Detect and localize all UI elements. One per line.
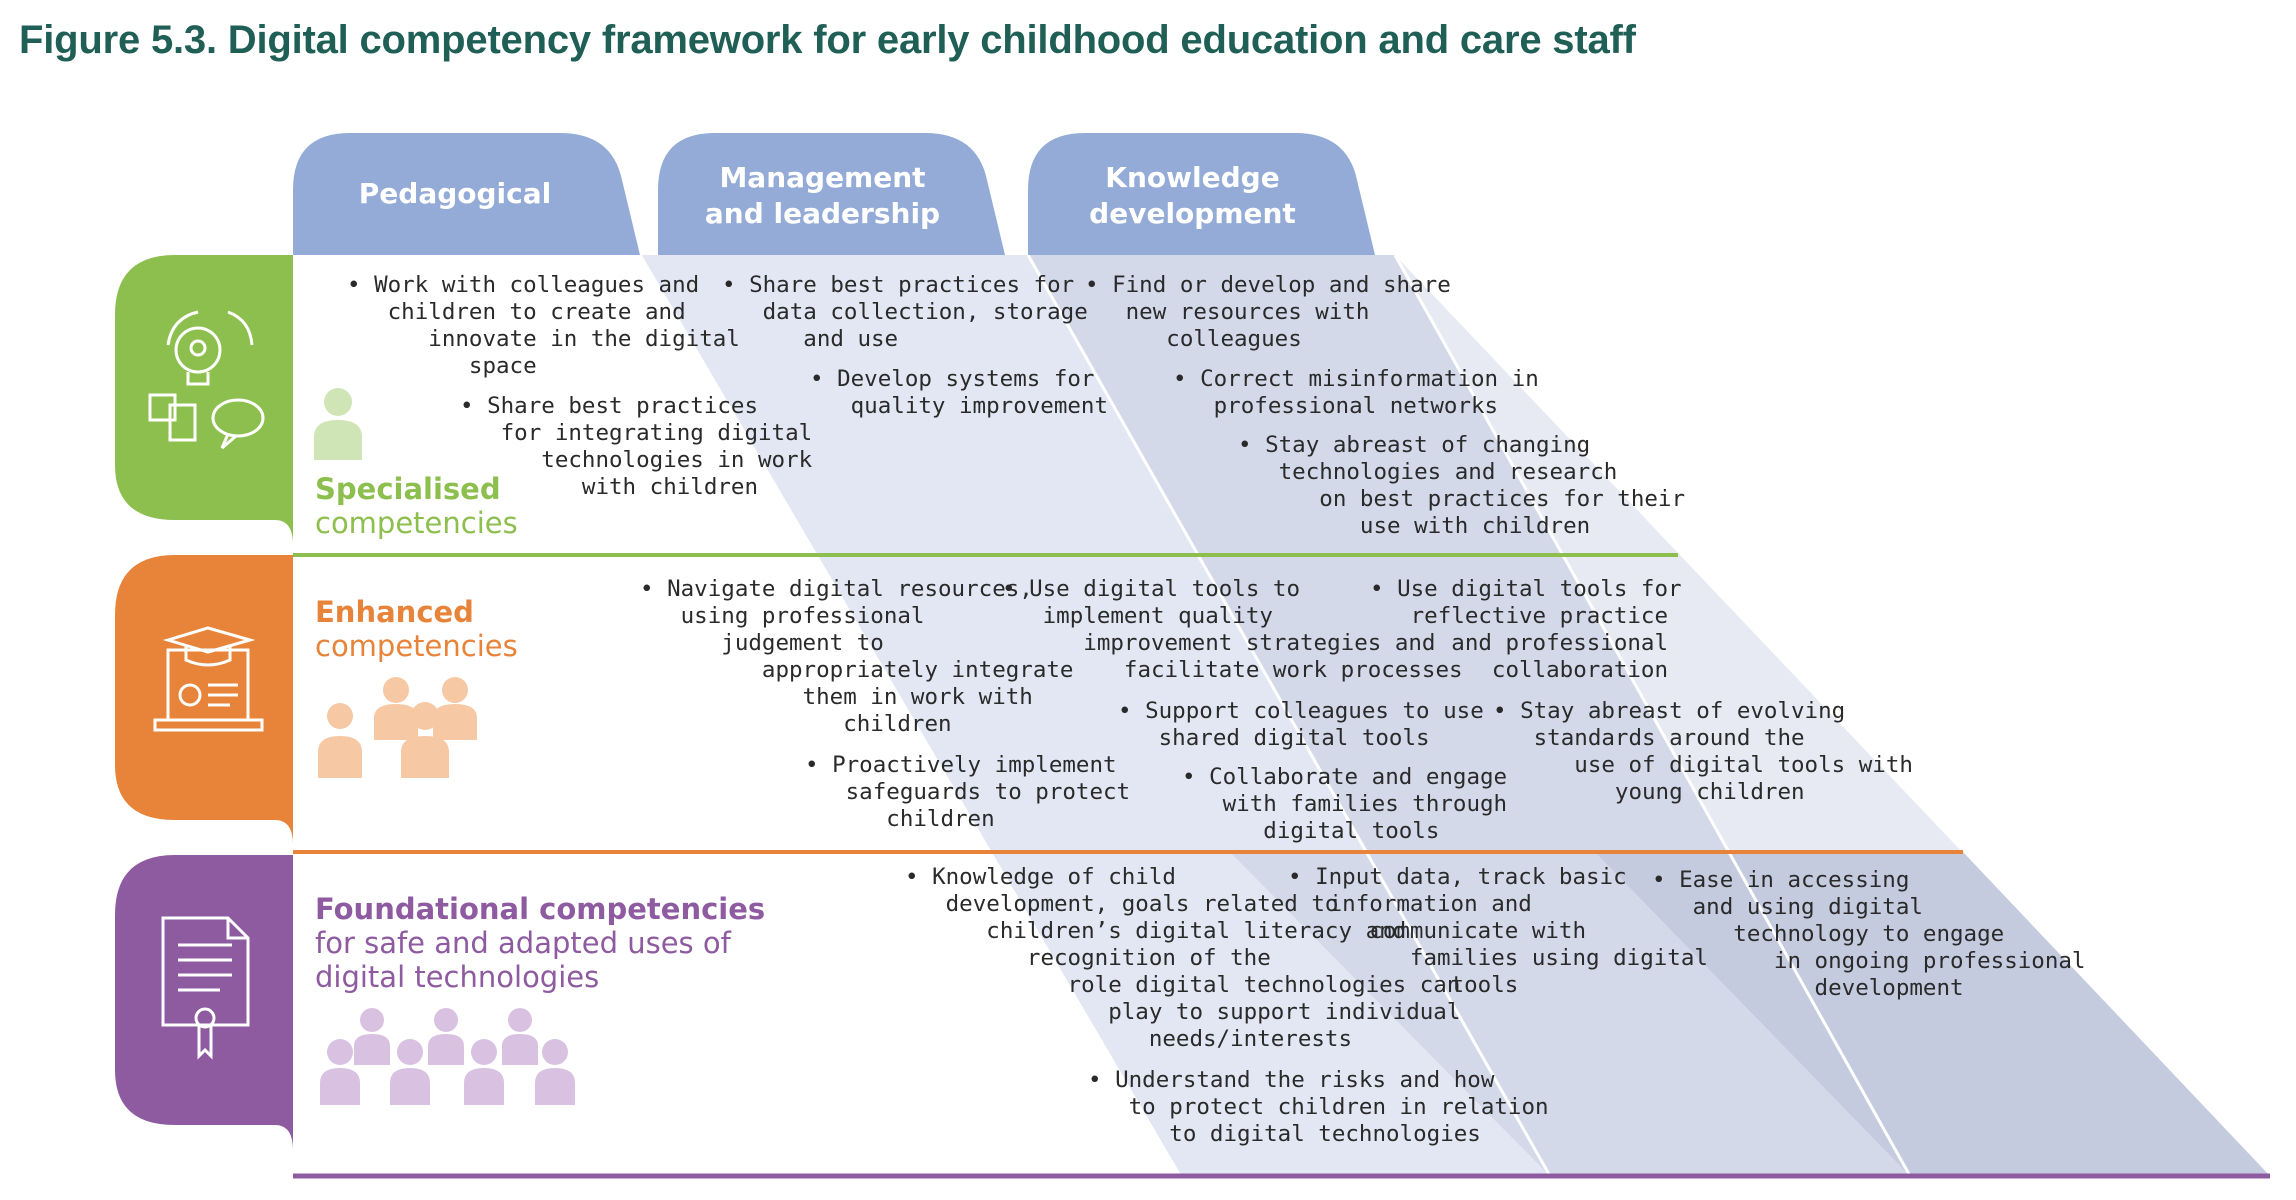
bullet-spec-know-1: • Find or develop and share new resource… [1085,272,1451,352]
diag-line-3 [1026,254,1552,1177]
diag-line-2 [638,254,1182,1177]
bullet-found-ped-2: • Understand the risks and how to protec… [1088,1067,1549,1147]
figure-title: Figure 5.3. Digital competency framework… [19,18,1636,62]
bullet-found-ped-1: • Knowledge of child development, goals … [905,864,1461,1052]
level-title-specialised-bold: Specialised [315,472,501,506]
band-management [640,255,1550,1176]
level-title-enhanced-bold: Enhanced [315,595,474,629]
bullet-enh-mgmt-1: • Use digital tools to implement quality… [1002,576,1463,683]
small-group-icon [318,677,477,778]
bullet-spec-ped-2: • Share best practices for integrating d… [460,393,813,500]
lightbulb-puzzle-chat-icon [148,310,265,450]
level-title-enhanced-rest: competencies [315,629,518,663]
bullet-spec-know-2: • Correct misinformation in professional… [1173,366,1539,419]
bullet-found-mgmt-1: • Input data, track basic information an… [1288,864,1708,998]
bullet-spec-ped-1: • Work with colleagues and children to c… [347,272,740,379]
band-knowledge-found [1595,852,2270,1176]
band-pedagogical [293,255,1180,1176]
level-title-foundational-bold: Foundational competencies [315,892,766,926]
level-title-specialised: Specialised competencies [315,472,518,540]
level-bar-enhanced [115,555,293,845]
bullet-enh-mgmt-2: • Support colleagues to use shared digit… [1118,698,1484,751]
bullet-enh-mgmt-3: • Collaborate and engage with families t… [1182,764,1508,844]
diag-line-4 [1393,254,1912,1177]
document-certificate-icon [161,916,250,1060]
level-title-specialised-rest: competencies [315,506,518,540]
diag-line-1 [291,254,835,1177]
tab-label-management: Management and leadership [704,161,941,230]
laptop-graduation-cap-icon [153,626,264,732]
level-title-enhanced: Enhanced competencies [315,595,518,663]
bullet-enh-ped-1: • Navigate digital resources, using prof… [640,576,1074,737]
bullet-enh-know-2: • Stay abreast of evolving standards aro… [1493,698,1913,805]
level-title-foundational-rest: for safe and adapted uses of digital tec… [315,926,731,994]
bullet-spec-know-3: • Stay abreast of changing technologies … [1238,432,1686,539]
band-mgmt-found [1230,852,1910,1176]
large-group-icon [320,1008,575,1105]
tab-pedagogical [293,133,640,255]
bullet-spec-mgmt-2: • Develop systems for quality improvemen… [810,366,1109,419]
tab-label-knowledge: Knowledge development [1089,161,1296,230]
tab-management [658,133,1005,255]
bullet-enh-ped-2: • Proactively implement safeguards to pr… [805,752,1131,832]
level-bar-foundational [115,855,293,1150]
bullet-spec-mgmt-1: • Share best practices for data collecti… [722,272,1088,352]
level-title-foundational: Foundational competencies for safe and a… [315,892,765,994]
tab-label-pedagogical: Pedagogical [358,177,552,210]
bullet-found-know-1: • Ease in accessing and using digital te… [1652,867,2086,1001]
level-bar-specialised [115,255,293,545]
mask-top [1395,255,2296,1176]
tab-knowledge [1028,133,1375,255]
single-person-icon [314,388,362,460]
bullet-enh-know-1: • Use digital tools for reflective pract… [1370,576,1682,683]
